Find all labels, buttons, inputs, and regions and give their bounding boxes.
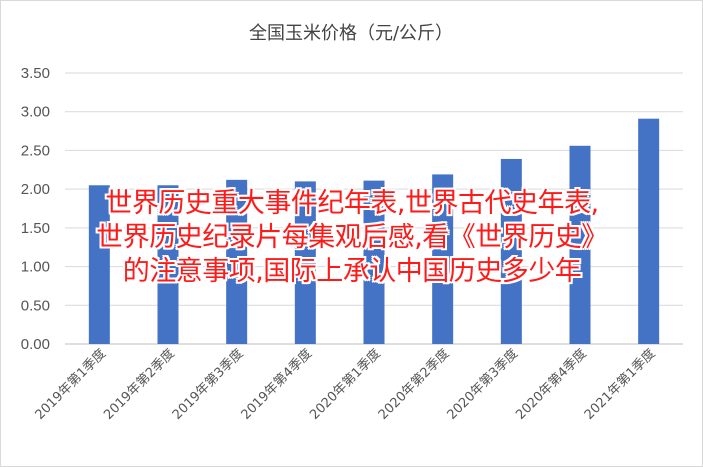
y-tick-label: 0.50 <box>21 297 50 314</box>
bar <box>157 185 179 344</box>
y-tick-label: 1.00 <box>21 259 50 276</box>
x-tick-label: 2020年第3季度 <box>444 346 521 423</box>
x-tick-label: 2020年第1季度 <box>306 346 383 423</box>
y-tick-label: 2.00 <box>21 181 50 198</box>
chart-title: 全国玉米价格（元/公斤） <box>249 23 453 44</box>
x-tick-label: 2019年第2季度 <box>100 346 177 423</box>
x-axis-ticks: 2019年第1季度2019年第2季度2019年第3季度2019年第4季度2020… <box>32 346 659 423</box>
bar <box>363 180 385 344</box>
bar <box>294 181 316 344</box>
y-axis-ticks: 0.00 0.50 1.00 1.50 2.00 2.50 3.00 3.50 <box>21 65 50 353</box>
bar <box>500 158 522 344</box>
bars <box>88 118 660 344</box>
x-tick-label: 2020年第2季度 <box>375 346 452 423</box>
x-tick-label: 2020年第4季度 <box>512 346 589 423</box>
x-tick-label: 2019年第3季度 <box>169 346 246 423</box>
x-tick-label: 2019年第4季度 <box>238 346 315 423</box>
y-tick-label: 3.50 <box>21 65 50 82</box>
bar <box>226 179 248 344</box>
y-tick-label: 3.00 <box>21 104 50 121</box>
bar <box>88 185 110 344</box>
bar <box>432 174 454 344</box>
bar <box>638 118 660 344</box>
y-tick-label: 1.50 <box>21 220 50 237</box>
y-tick-label: 0.00 <box>21 336 50 353</box>
x-tick-label: 2019年第1季度 <box>32 346 109 423</box>
y-tick-label: 2.50 <box>21 142 50 159</box>
bar <box>569 145 591 344</box>
x-tick-label: 2021年第1季度 <box>581 346 658 423</box>
